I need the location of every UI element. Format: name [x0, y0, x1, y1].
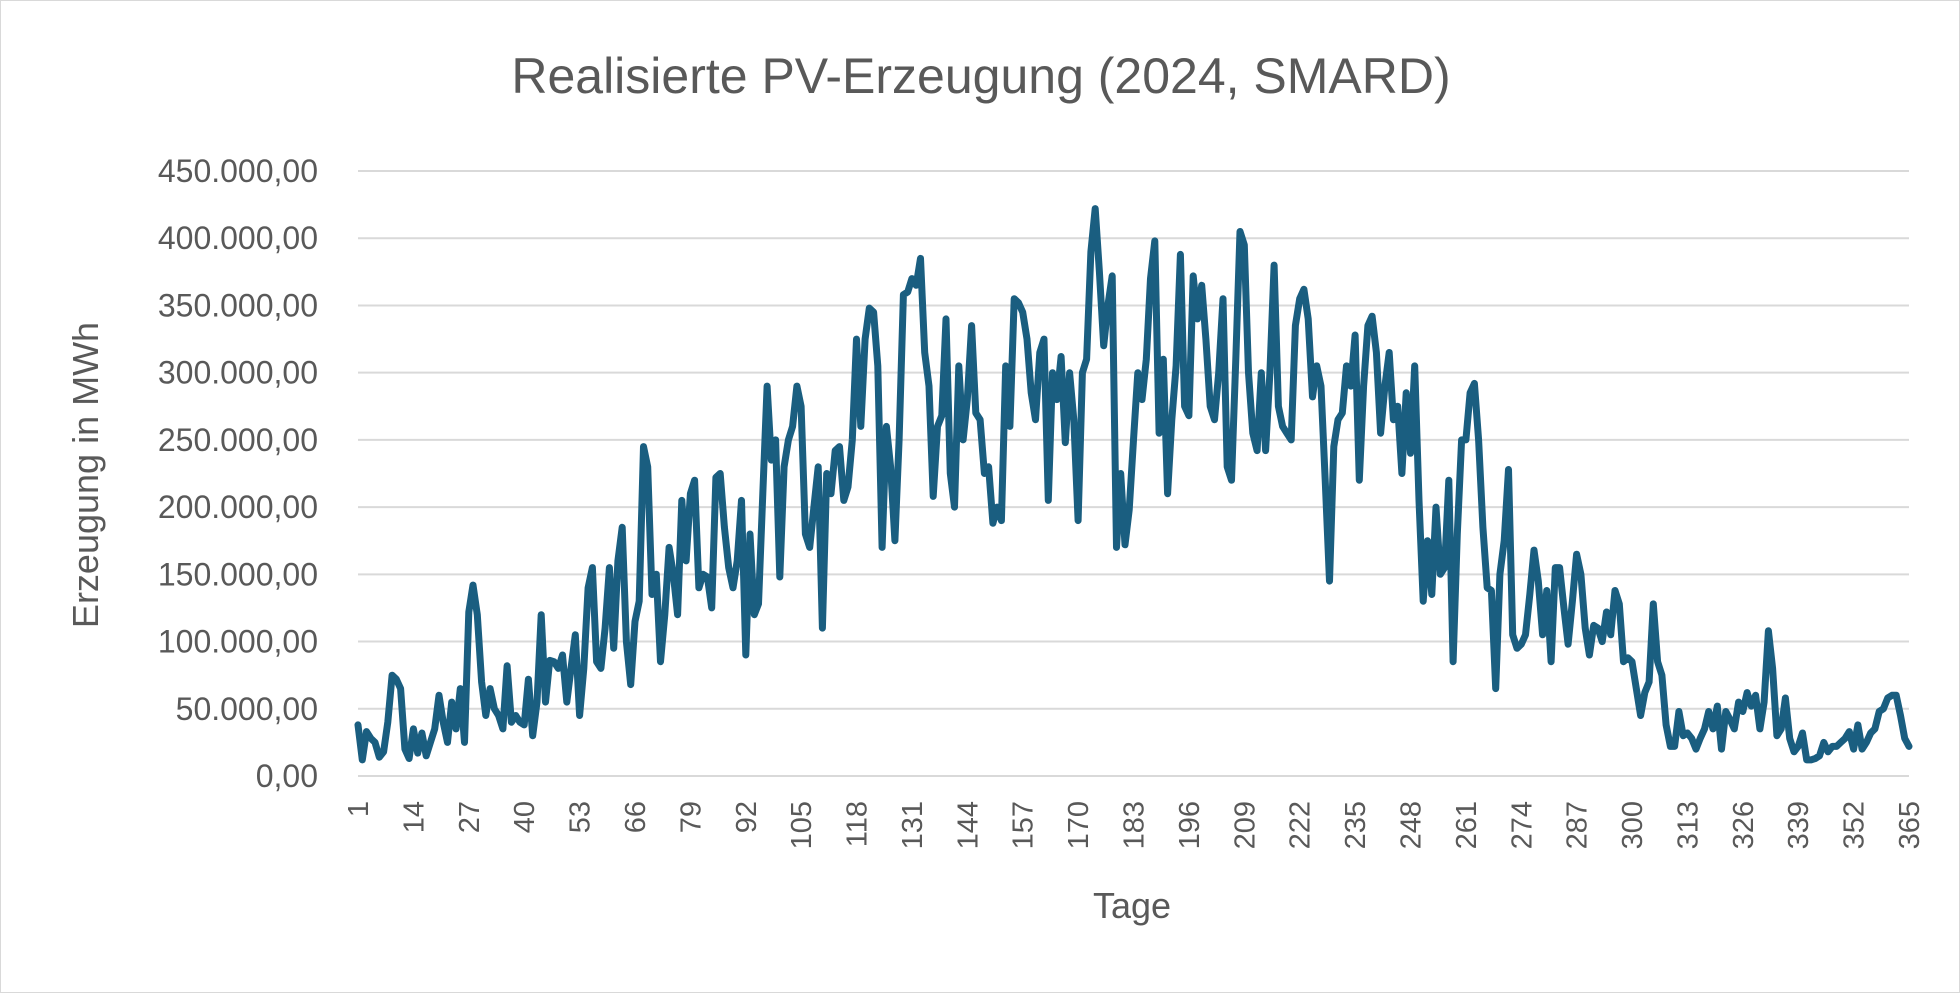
x-tick-label: 365	[1894, 801, 1926, 849]
y-axis-label: Erzeugung in MWh	[65, 322, 106, 628]
x-tick-label: 53	[565, 801, 597, 833]
y-tick-label: 350.000,00	[158, 287, 318, 323]
x-tick-label: 313	[1672, 801, 1704, 849]
y-tick-label: 50.000,00	[176, 691, 318, 727]
chart-title: Realisierte PV-Erzeugung (2024, SMARD)	[511, 48, 1450, 104]
x-tick-label: 118	[842, 801, 874, 847]
x-tick-label: 287	[1562, 801, 1594, 849]
y-tick-label: 150.000,00	[158, 556, 318, 592]
x-tick-label: 183	[1119, 801, 1151, 849]
y-tick-label: 100.000,00	[158, 624, 318, 660]
y-tick-label: 300.000,00	[158, 355, 318, 391]
x-tick-label: 66	[620, 801, 652, 833]
x-axis-ticks: 1 14 27 40 53 66 79 92 105 118 131 144 157 170 183 196 2…	[343, 801, 1926, 849]
y-tick-label: 200.000,00	[158, 489, 318, 525]
x-tick-label: 79	[675, 801, 707, 833]
series-line	[354, 205, 1913, 764]
x-tick-label: 248	[1395, 801, 1427, 849]
y-tick-label: 0,00	[256, 758, 318, 794]
x-tick-label: 105	[786, 801, 818, 849]
x-tick-label: 222	[1285, 801, 1317, 849]
x-tick-label: 170	[1063, 801, 1095, 849]
x-tick-label: 235	[1340, 801, 1372, 849]
x-tick-label: 40	[509, 801, 541, 833]
x-tick-label: 209	[1229, 801, 1261, 849]
y-tick-label: 450.000,00	[158, 153, 318, 189]
x-tick-label: 261	[1451, 801, 1483, 849]
x-tick-label: 274	[1506, 801, 1538, 849]
x-tick-label: 14	[398, 801, 430, 833]
y-tick-label: 400.000,00	[158, 220, 318, 256]
x-tick-label: 92	[731, 801, 763, 833]
x-tick-label: 352	[1839, 801, 1871, 849]
x-tick-label: 157	[1008, 801, 1040, 849]
x-tick-label: 131	[897, 801, 929, 849]
x-tick-label: 300	[1617, 801, 1649, 849]
series-group	[354, 205, 1913, 764]
x-axis-label: Tage	[1093, 885, 1171, 926]
y-tick-label: 250.000,00	[158, 422, 318, 458]
x-tick-label: 339	[1783, 801, 1815, 849]
x-tick-label: 196	[1174, 801, 1206, 849]
x-tick-label: 27	[454, 801, 486, 833]
x-tick-label: 326	[1728, 801, 1760, 849]
y-axis-ticks: 0,00 50.000,00 100.000,00 150.000,00 200.000…	[158, 153, 318, 794]
x-tick-label: 144	[952, 801, 984, 849]
x-tick-label: 1	[343, 801, 375, 817]
